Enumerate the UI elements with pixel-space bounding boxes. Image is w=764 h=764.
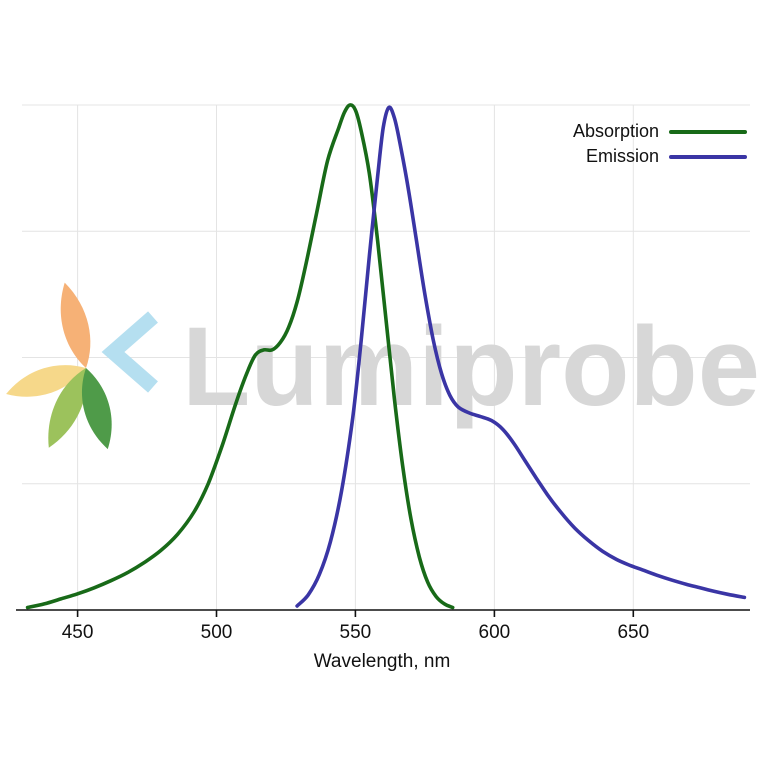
legend-swatch-emission (669, 154, 747, 159)
gridlines (22, 104, 750, 610)
lumiprobe-logo-chevron (101, 311, 158, 393)
x-tick-label: 550 (340, 622, 372, 643)
lumiprobe-logo-icon (6, 282, 158, 450)
emission-curve (295, 105, 747, 608)
logo-petal-dark-green (81, 368, 112, 450)
chart-legend: Absorption Emission (573, 121, 747, 167)
legend-swatch-absorption (669, 129, 747, 134)
watermark-text: Lumiprobe (182, 304, 760, 429)
legend-label-emission: Emission (585, 146, 659, 166)
logo-petal-light-green (48, 368, 87, 448)
legend-item-emission: Emission (586, 146, 747, 167)
x-tick-label: 650 (617, 622, 649, 643)
legend-label-absorption: Absorption (572, 121, 659, 141)
legend-item-absorption: Absorption (573, 121, 747, 142)
x-tick-label: 600 (479, 622, 511, 643)
x-tick-label: 450 (62, 622, 94, 643)
absorption-curve (25, 103, 455, 610)
spectra-curves (25, 103, 747, 610)
logo-petal-yellow (6, 365, 86, 397)
x-axis: 450 500 550 600 650 (16, 609, 750, 643)
x-axis-title: Wavelength, nm (313, 651, 451, 672)
lumiprobe-watermark: Lumiprobe (6, 282, 760, 450)
x-tick-label: 500 (201, 622, 233, 643)
logo-petal-orange (60, 282, 91, 368)
